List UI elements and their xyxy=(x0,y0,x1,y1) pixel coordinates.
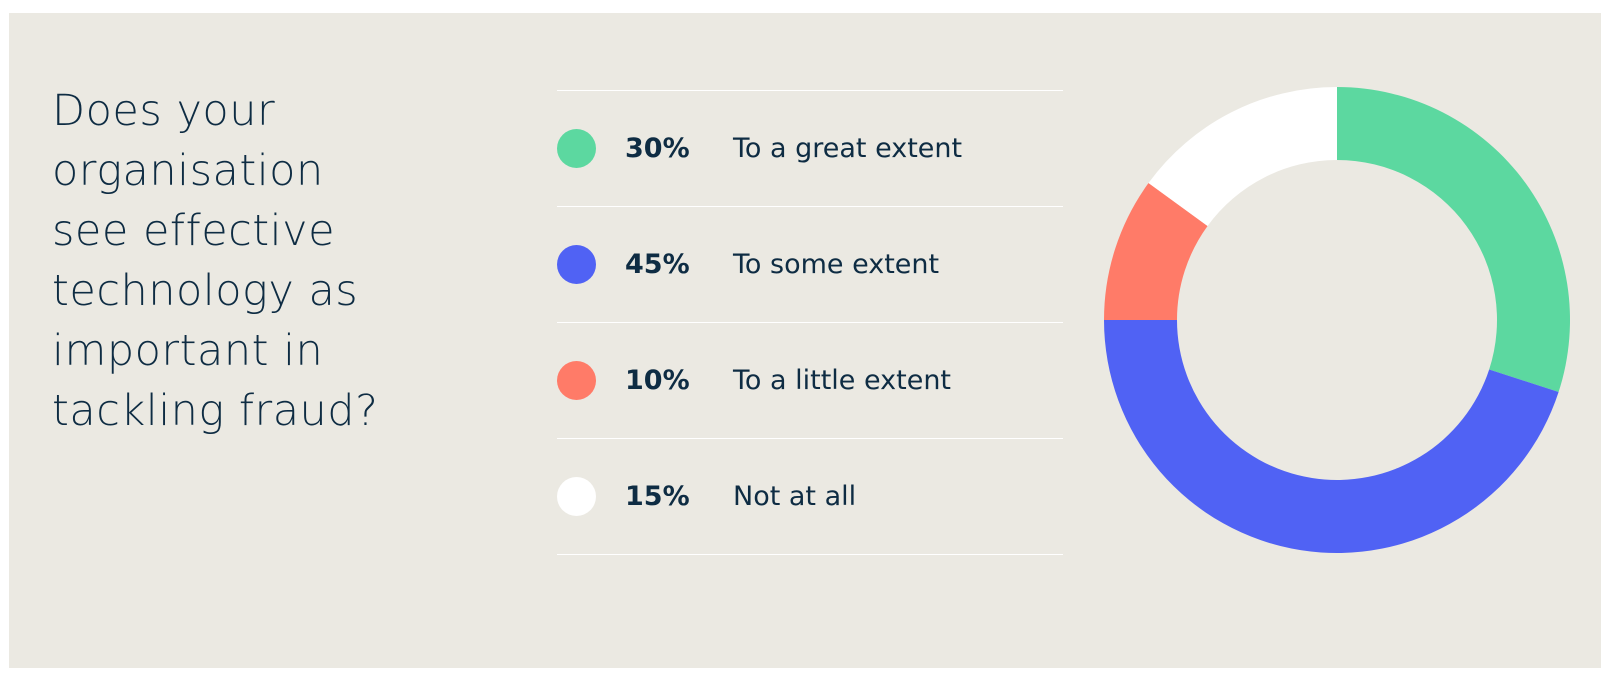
legend-value-label: 15% xyxy=(625,481,690,512)
legend-category-label: To a great extent xyxy=(733,133,963,164)
question-line: tackling fraud? xyxy=(52,386,379,436)
legend-value-label: 45% xyxy=(625,249,690,280)
donut-slice-not-at-all xyxy=(1148,87,1337,226)
chart-legend: 30% To a great extent 45% To some extent… xyxy=(557,90,1063,555)
legend-swatch xyxy=(557,129,596,168)
legend-value-label: 30% xyxy=(625,133,690,164)
legend-item-some-extent: 45% To some extent xyxy=(557,207,1063,323)
question-line: important in xyxy=(52,326,324,376)
legend-item-great-extent: 30% To a great extent xyxy=(557,91,1063,207)
legend-category-label: Not at all xyxy=(733,481,857,512)
question-line: Does your xyxy=(52,86,276,136)
donut-chart xyxy=(1104,87,1570,553)
legend-item-not-at-all: 15% Not at all xyxy=(557,439,1063,555)
question-line: see effective xyxy=(52,206,336,256)
legend-swatch xyxy=(557,361,596,400)
donut-slice-little-extent xyxy=(1104,183,1208,320)
question-line: technology as xyxy=(52,266,359,316)
legend-swatch xyxy=(557,245,596,284)
donut-slice-some-extent xyxy=(1104,320,1559,553)
legend-value-label: 10% xyxy=(625,365,690,396)
legend-category-label: To some extent xyxy=(733,249,940,280)
legend-item-little-extent: 10% To a little extent xyxy=(557,323,1063,439)
donut-slice-great-extent xyxy=(1337,87,1570,393)
legend-category-label: To a little extent xyxy=(733,365,952,396)
question-title: Does your organisation see effective tec… xyxy=(52,81,492,441)
legend-swatch xyxy=(557,477,596,516)
infographic-panel: Does your organisation see effective tec… xyxy=(9,13,1601,668)
question-line: organisation xyxy=(52,146,324,196)
